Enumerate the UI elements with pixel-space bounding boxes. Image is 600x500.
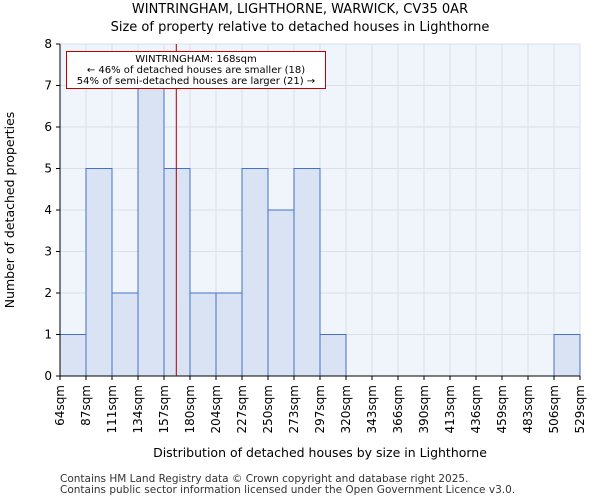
y-tick-label: 8 [44,37,52,51]
x-tick-label: 366sqm [391,385,405,433]
footer-line-2: Contains public sector information licen… [60,484,516,496]
y-tick-label: 2 [44,286,52,300]
histogram-bar [241,168,269,377]
x-tick-label: 64sqm [53,385,67,426]
x-tick-label: 227sqm [235,385,249,433]
y-tick-label: 7 [44,79,52,93]
x-tick-label: 436sqm [469,385,483,433]
histogram-bar [59,334,87,377]
x-tick-label: 250sqm [261,385,275,433]
property-annotation: WINTRINGHAM: 168sqm ← 46% of detached ho… [66,51,326,89]
y-axis-label: Number of detached properties [2,112,17,309]
histogram-bar [267,209,295,377]
histogram-bar [163,168,191,377]
x-tick-label: 529sqm [573,385,587,433]
y-tick-label: 1 [44,328,52,342]
x-tick-label: 204sqm [209,385,223,433]
y-tick-label: 3 [44,245,52,259]
annotation-line-1: WINTRINGHAM: 168sqm [135,54,257,65]
histogram-bar [319,334,347,377]
histogram-bar [137,85,165,377]
x-tick-label: 134sqm [131,385,145,433]
x-tick-label: 157sqm [157,385,171,433]
x-tick-label: 273sqm [287,385,301,433]
annotation-line-2: ← 46% of detached houses are smaller (18… [86,65,306,76]
histogram-bar [293,168,321,377]
histogram-bar [215,292,243,377]
x-tick-label: 111sqm [105,385,119,433]
x-tick-label: 87sqm [79,385,93,426]
x-tick-label: 297sqm [313,385,327,433]
histogram-bar [553,334,581,377]
annotation-line-3: 54% of semi-detached houses are larger (… [76,76,316,87]
x-tick-label: 343sqm [365,385,379,433]
x-tick-label: 413sqm [443,385,457,433]
histogram-bar [85,168,113,377]
x-tick-label: 320sqm [339,385,353,433]
y-tick-label: 0 [44,369,52,383]
x-tick-label: 506sqm [547,385,561,433]
x-axis-label: Distribution of detached houses by size … [153,445,487,460]
histogram-bar [189,292,217,377]
chart-title: WINTRINGHAM, LIGHTHORNE, WARWICK, CV35 0… [131,2,469,17]
x-tick-label: 483sqm [521,385,535,433]
y-tick-label: 5 [44,162,52,176]
histogram-bar [111,292,139,377]
chart-subtitle: Size of property relative to detached ho… [110,20,490,35]
x-tick-label: 459sqm [495,385,509,433]
footer-line-1: Contains HM Land Registry data © Crown c… [60,473,469,485]
y-tick-label: 6 [44,120,52,134]
y-tick-label: 4 [44,203,52,217]
x-tick-label: 390sqm [417,385,431,433]
x-tick-label: 180sqm [183,385,197,433]
